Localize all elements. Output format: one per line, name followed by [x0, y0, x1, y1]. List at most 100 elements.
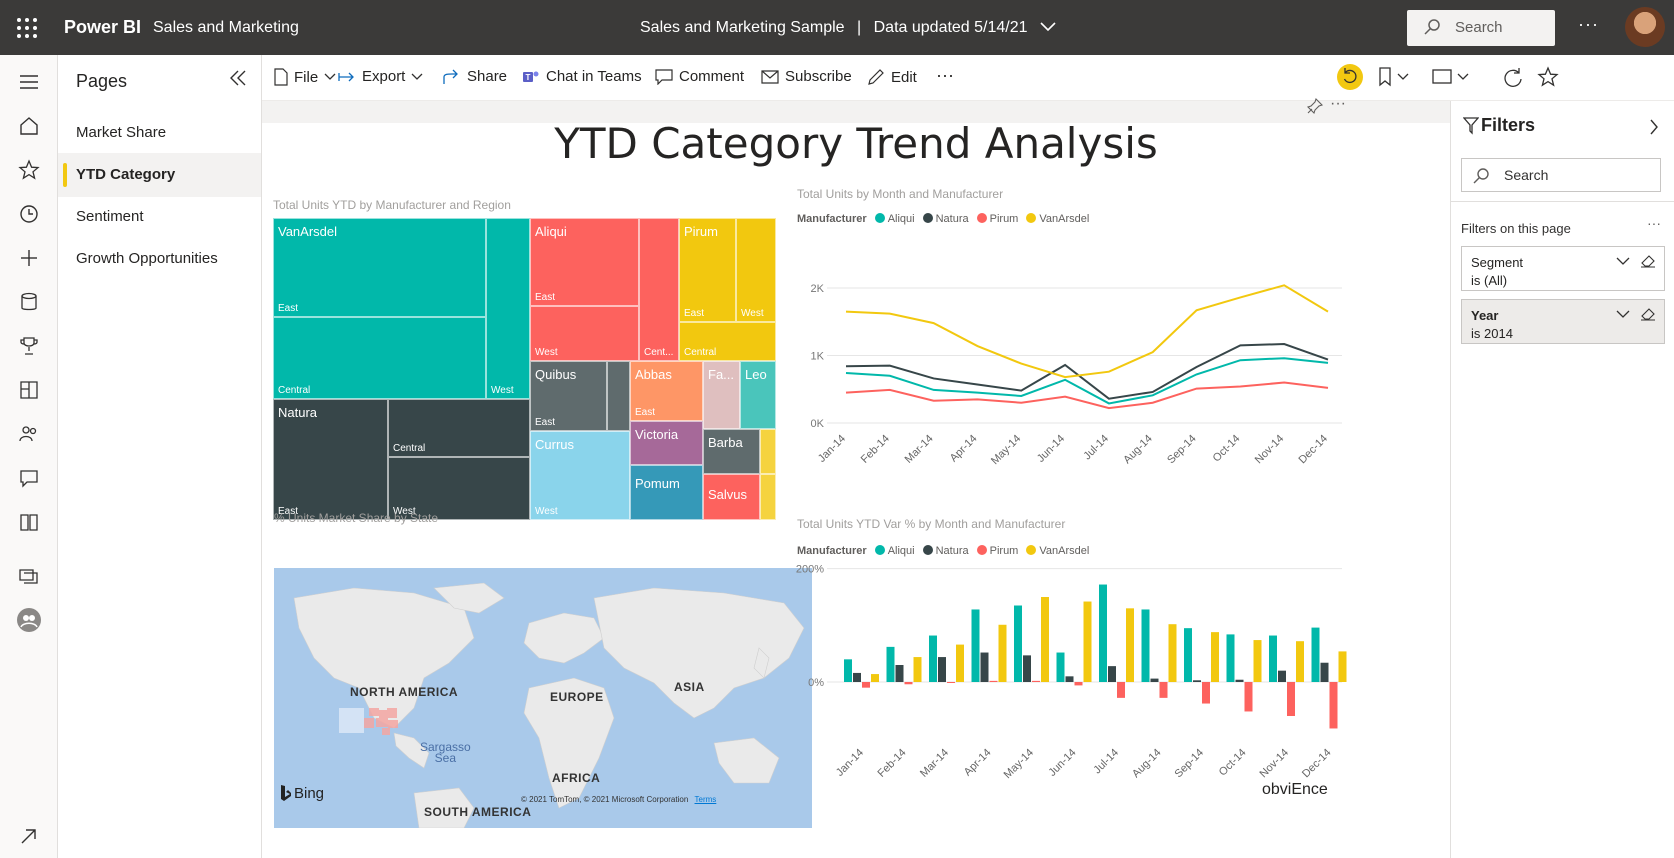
- treemap-tile-barba[interactable]: Barba: [703, 429, 760, 474]
- chevron-down-icon: [1040, 22, 1056, 32]
- treemap-tile-aliqui-central[interactable]: Cent...: [639, 218, 679, 361]
- terms-link[interactable]: Terms: [694, 795, 717, 804]
- workspace-avatar-icon[interactable]: [16, 607, 42, 633]
- datasets-cylinder-icon[interactable]: [18, 291, 40, 313]
- collapse-pane-icon[interactable]: [228, 69, 248, 87]
- legend-label: Aliqui: [887, 213, 915, 225]
- treemap-tile-natura-west[interactable]: West: [388, 457, 530, 520]
- treemap-visual[interactable]: VanArsdel East Central West Natura East …: [273, 218, 809, 520]
- x-tick-label: Apr-14: [948, 433, 980, 465]
- more-options-button[interactable]: ···: [1578, 14, 1599, 34]
- workspace-switch-icon[interactable]: [18, 565, 40, 587]
- recent-clock-icon[interactable]: [18, 203, 40, 225]
- edit-button[interactable]: Edit: [867, 68, 917, 86]
- favorites-star-icon[interactable]: [18, 159, 40, 181]
- workspaces-book-icon[interactable]: [18, 511, 40, 533]
- treemap-tile-vanarsdel-west[interactable]: West: [486, 218, 530, 399]
- treemap-tile-victoria[interactable]: Victoria: [630, 421, 703, 465]
- treemap-tile-misc-2[interactable]: [760, 474, 776, 520]
- x-tick-label: May-14: [1002, 747, 1036, 781]
- legend-item-pirum[interactable]: Pirum: [976, 213, 1018, 225]
- map-visual[interactable]: NORTH AMERICA EUROPE ASIA AFRICA SOUTH A…: [274, 568, 812, 828]
- line-chart[interactable]: 0K 1K 2K Jan-14 Feb-14 Mar-14 Apr-14 May-14 Jun-…: [782, 261, 1362, 496]
- more-actions-button[interactable]: ···: [936, 65, 954, 85]
- bar-pirum: [947, 682, 955, 683]
- comment-button[interactable]: Comment: [655, 68, 744, 85]
- eraser-icon[interactable]: [1640, 254, 1656, 268]
- edit-label: Edit: [891, 68, 917, 86]
- export-menu-button[interactable]: Export: [338, 68, 423, 85]
- pin-icon[interactable]: [1306, 97, 1324, 115]
- refresh-icon[interactable]: [1502, 67, 1524, 89]
- chevron-down-icon[interactable]: [1616, 257, 1630, 266]
- share-button[interactable]: Share: [443, 68, 507, 85]
- treemap-tile-vanarsdel-east[interactable]: VanArsdel East: [273, 218, 486, 317]
- filter-value: is 2014: [1471, 326, 1513, 341]
- treemap-tile-natura-east[interactable]: Natura East: [273, 399, 388, 520]
- treemap-tile-quibus-east[interactable]: Quibus East: [530, 361, 607, 431]
- hamburger-menu-icon[interactable]: [18, 71, 40, 93]
- bookmark-icon[interactable]: [1377, 67, 1411, 87]
- treemap-tile-aliqui-east[interactable]: Aliqui East: [530, 218, 639, 306]
- visual-more-options[interactable]: ···: [1330, 95, 1346, 112]
- page-tab-growth-opportunities[interactable]: Growth Opportunities: [76, 250, 218, 267]
- power-bi-brand[interactable]: Power BI: [64, 17, 142, 37]
- bar-vanarsdel: [1083, 601, 1092, 682]
- learn-icon[interactable]: [18, 467, 40, 489]
- legend-item-natura[interactable]: Natura: [922, 545, 969, 557]
- eraser-icon[interactable]: [1640, 307, 1656, 321]
- apps-icon[interactable]: [18, 379, 40, 401]
- chevron-right-icon[interactable]: [1649, 119, 1659, 135]
- treemap-tile-pomum[interactable]: Pomum: [630, 465, 703, 520]
- bar-aliqui: [1014, 605, 1022, 682]
- legend-item-aliqui[interactable]: Aliqui: [874, 545, 915, 557]
- page-tab-market-share[interactable]: Market Share: [76, 124, 167, 141]
- chevron-down-icon[interactable]: [1616, 310, 1630, 319]
- treemap-tile-fa[interactable]: Fa...: [703, 361, 740, 429]
- shared-with-me-icon[interactable]: [18, 423, 40, 445]
- global-search-box[interactable]: Search: [1407, 10, 1555, 46]
- filters-search-input[interactable]: Search: [1461, 158, 1661, 192]
- filter-card-year[interactable]: Year is 2014: [1461, 299, 1665, 344]
- legend-item-vanarsdel[interactable]: VanArsdel: [1026, 213, 1089, 225]
- reset-icon[interactable]: [1336, 63, 1364, 91]
- home-icon[interactable]: [18, 115, 40, 137]
- view-icon[interactable]: [1432, 67, 1472, 87]
- treemap-tile-currus[interactable]: Currus West: [530, 431, 630, 520]
- subscribe-button[interactable]: Subscribe: [761, 68, 852, 85]
- treemap-tile-quibus-west[interactable]: [607, 361, 630, 431]
- treemap-tile-abbas-east[interactable]: Abbas East: [630, 361, 703, 421]
- create-plus-icon[interactable]: [18, 247, 40, 269]
- page-tab-sentiment[interactable]: Sentiment: [76, 208, 144, 225]
- filter-card-segment[interactable]: Segment is (All): [1461, 246, 1665, 291]
- legend-item-natura[interactable]: Natura: [922, 213, 969, 225]
- file-menu-button[interactable]: File: [274, 68, 336, 86]
- goals-trophy-icon[interactable]: [18, 335, 40, 357]
- filters-pane: Filters Search Filters on this page ··· …: [1450, 101, 1674, 858]
- legend-item-pirum[interactable]: Pirum: [976, 545, 1018, 557]
- treemap-tile-vanarsdel-central[interactable]: Central: [273, 317, 486, 399]
- treemap-tile-salvus[interactable]: Salvus: [703, 474, 760, 520]
- expand-arrow-icon[interactable]: [18, 825, 40, 847]
- treemap-tile-natura-central[interactable]: Central: [388, 399, 530, 457]
- share-label: Share: [467, 68, 508, 85]
- legend-item-vanarsdel[interactable]: VanArsdel: [1026, 545, 1089, 557]
- treemap-tile-pirum-east[interactable]: Pirum East: [679, 218, 736, 322]
- user-avatar[interactable]: [1625, 7, 1665, 47]
- report-header[interactable]: Sales and Marketing Sample | Data update…: [640, 19, 1056, 37]
- treemap-tile-leo[interactable]: Leo: [740, 361, 776, 429]
- treemap-tile-aliqui-west[interactable]: West: [530, 306, 639, 361]
- app-launcher-icon[interactable]: [16, 17, 38, 39]
- chat-in-teams-button[interactable]: T Chat in Teams: [522, 68, 642, 85]
- bar-vanarsdel: [1253, 640, 1262, 682]
- treemap-tile-pirum-west[interactable]: West: [736, 218, 776, 322]
- legend-item-aliqui[interactable]: Aliqui: [874, 213, 915, 225]
- treemap-tile-misc[interactable]: [760, 429, 776, 474]
- filters-more-button[interactable]: ···: [1647, 215, 1661, 231]
- treemap-tile-pirum-central[interactable]: Central: [679, 322, 776, 361]
- bar-chart[interactable]: 0% 200% Jan-14 Feb-14 Mar-14 Apr-14 May-14 Jun-…: [782, 563, 1362, 833]
- favorite-star-icon[interactable]: [1537, 66, 1559, 88]
- workspace-name[interactable]: Sales and Marketing: [153, 19, 299, 36]
- page-tab-ytd-category[interactable]: YTD Category: [58, 153, 261, 197]
- legend-title: Manufacturer: [797, 545, 867, 557]
